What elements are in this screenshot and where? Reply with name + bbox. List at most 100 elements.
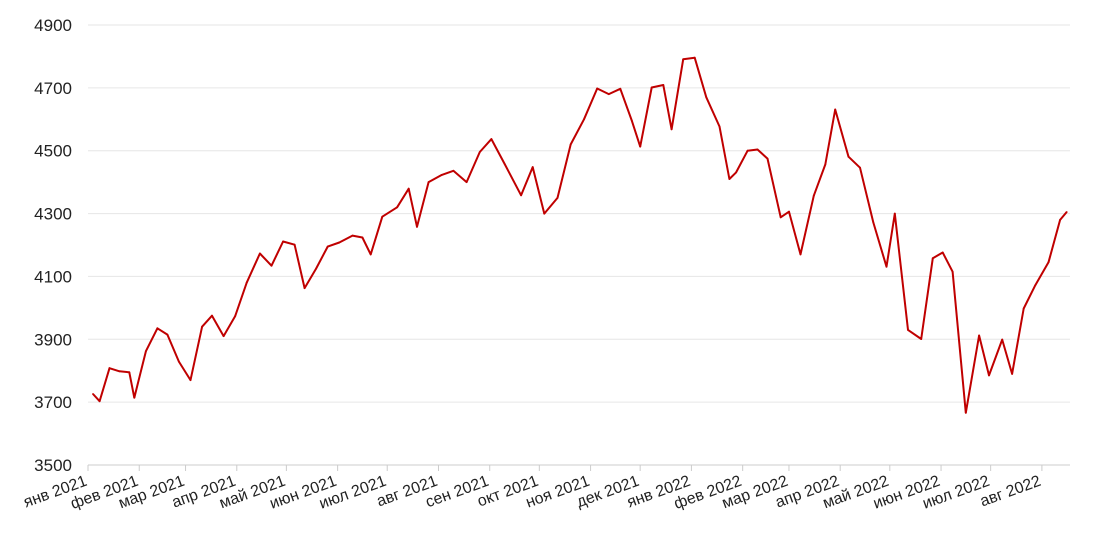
data-point: [847, 155, 850, 158]
data-point: [941, 251, 944, 254]
data-point: [779, 216, 782, 219]
data-point: [1022, 307, 1025, 310]
data-point: [407, 187, 410, 190]
data-point: [812, 194, 815, 197]
data-point: [788, 210, 790, 213]
data-point: [427, 181, 430, 184]
data-point: [583, 118, 585, 121]
data-point: [988, 374, 990, 377]
y-tick-label: 4300: [34, 205, 72, 224]
gridlines: [88, 24, 1070, 403]
data-point: [211, 314, 213, 317]
data-point: [556, 197, 559, 199]
data-point: [166, 333, 169, 336]
data-point: [569, 143, 572, 146]
y-tick-label: 3500: [34, 456, 72, 475]
data-point: [315, 267, 317, 270]
data-point: [478, 151, 481, 153]
data-point: [381, 215, 384, 218]
data-point: [178, 360, 180, 363]
data-point: [234, 315, 237, 318]
data-point: [338, 241, 341, 244]
data-point: [1065, 211, 1068, 213]
data-point: [631, 120, 633, 122]
data-point: [705, 96, 708, 99]
y-tick-label: 3900: [34, 330, 72, 349]
data-point: [259, 252, 261, 255]
data-point: [650, 86, 653, 89]
data-point: [607, 93, 610, 95]
y-tick-label: 4900: [34, 16, 72, 35]
data-point: [834, 108, 837, 111]
data-point: [92, 393, 94, 395]
data-point: [718, 125, 721, 128]
data-point: [872, 221, 875, 224]
data-point: [369, 253, 372, 256]
data-point: [326, 245, 329, 248]
data-point: [662, 84, 665, 86]
data-point: [361, 236, 364, 239]
data-point: [859, 166, 861, 169]
data-point: [416, 225, 418, 228]
data-point: [351, 234, 354, 237]
data-point: [893, 212, 896, 215]
data-point: [520, 194, 522, 197]
data-point: [1011, 373, 1013, 375]
data-point: [531, 166, 534, 169]
data-point: [133, 396, 136, 399]
series-layer: [92, 56, 1068, 414]
data-point: [907, 329, 909, 331]
y-tick-label: 4100: [34, 267, 72, 286]
data-point: [303, 287, 306, 289]
data-point: [619, 87, 622, 90]
data-point: [920, 338, 923, 340]
y-tick-label: 4700: [34, 79, 72, 98]
data-point: [1047, 261, 1050, 264]
data-point: [543, 212, 546, 215]
data-point: [639, 145, 642, 148]
data-point: [964, 411, 967, 414]
data-point: [670, 128, 673, 131]
data-point: [128, 371, 131, 374]
data-point: [98, 400, 101, 403]
data-point: [490, 138, 493, 141]
data-point: [222, 335, 225, 337]
data-point: [156, 327, 159, 330]
data-point: [145, 350, 147, 353]
data-point: [978, 334, 980, 337]
data-point: [735, 171, 737, 174]
data-point: [1001, 338, 1004, 341]
data-point: [503, 163, 506, 165]
data-point: [756, 148, 759, 151]
data-point: [270, 264, 273, 267]
data-point: [245, 281, 248, 284]
data-point: [931, 257, 934, 260]
data-point: [596, 87, 599, 90]
series-line: [92, 56, 1068, 414]
y-tick-label: 3700: [34, 393, 72, 412]
data-point: [951, 270, 954, 273]
data-point: [766, 157, 769, 160]
data-point: [108, 367, 111, 370]
data-point: [282, 240, 284, 243]
data-point: [799, 253, 802, 256]
data-point: [728, 178, 731, 180]
data-point: [746, 149, 749, 152]
data-point: [118, 370, 121, 373]
data-point: [440, 174, 443, 176]
data-point: [1034, 284, 1037, 287]
data-point: [824, 163, 827, 166]
data-point: [682, 58, 685, 61]
data-point: [1059, 219, 1061, 221]
data-point: [201, 325, 204, 328]
data-point: [189, 379, 192, 381]
data-point: [396, 206, 398, 209]
data-point: [465, 181, 468, 184]
data-point: [293, 243, 296, 246]
data-point: [885, 265, 888, 268]
y-axis: 3500 3700 3900 4100 4300 4500 4700 4900: [34, 16, 72, 475]
y-tick-label: 4500: [34, 142, 72, 161]
